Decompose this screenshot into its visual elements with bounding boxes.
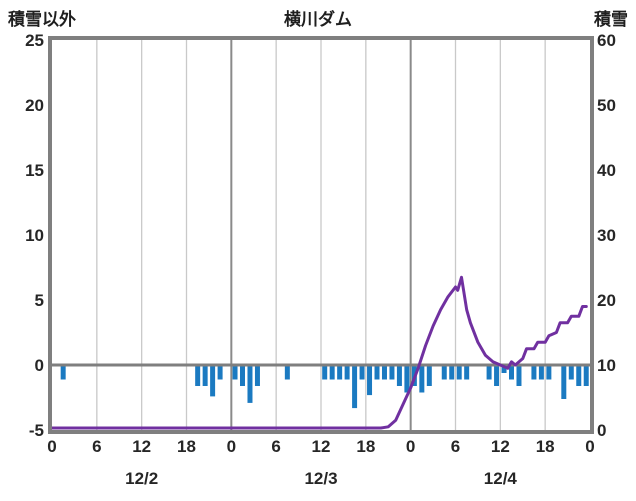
left-axis-title: 積雪以外	[8, 10, 76, 29]
date-label: 12/4	[483, 469, 517, 488]
precip-bar	[501, 366, 507, 373]
right-axis-tick: 30	[597, 226, 616, 245]
precip-bar	[344, 366, 350, 380]
left-axis-tick: 10	[25, 226, 44, 245]
hour-tick: 6	[92, 437, 102, 456]
hour-tick: 6	[450, 437, 461, 456]
precip-bar	[359, 366, 365, 380]
precip-bar	[381, 366, 387, 380]
precip-bar	[404, 366, 410, 393]
hour-tick: 12	[490, 437, 510, 456]
right-axis-tick: 50	[597, 96, 616, 115]
precip-bar	[210, 366, 216, 397]
precip-bar	[426, 366, 432, 386]
left-axis-tick: 25	[25, 31, 44, 50]
hour-tick: 0	[47, 437, 57, 456]
precip-bar	[337, 366, 343, 380]
hour-tick: 6	[271, 437, 281, 456]
precip-bar	[546, 366, 552, 380]
precip-bar	[247, 366, 253, 403]
precip-bar	[284, 366, 290, 380]
left-axis-tick: 5	[34, 291, 44, 310]
precip-bar	[352, 366, 358, 409]
precip-bar	[367, 366, 373, 396]
precip-bar	[232, 366, 238, 380]
precip-bar	[389, 366, 395, 380]
precip-bar	[60, 366, 66, 380]
precip-bar	[441, 366, 447, 380]
hour-tick: 12	[132, 437, 152, 456]
precip-bar	[240, 366, 246, 386]
left-axis-tick: 0	[34, 356, 44, 375]
right-axis-title: 積雪	[594, 10, 628, 29]
right-axis-tick: 60	[597, 31, 616, 50]
precip-bar	[419, 366, 425, 393]
precip-bar	[374, 366, 380, 380]
precip-bar	[322, 366, 328, 380]
precip-bar	[329, 366, 335, 380]
precip-bar	[396, 366, 402, 386]
precip-bar	[583, 366, 589, 386]
left-axis-tick: 15	[25, 161, 44, 180]
hour-tick: 0	[405, 437, 416, 456]
hour-tick: 12	[311, 437, 331, 456]
left-axis-tick: -5	[28, 421, 44, 440]
precip-bar	[576, 366, 582, 386]
hour-tick: 0	[226, 437, 237, 456]
right-axis-tick: 0	[597, 421, 607, 440]
right-axis-tick: 20	[597, 291, 616, 310]
precip-bar	[202, 366, 208, 386]
precip-bar	[568, 366, 574, 380]
date-label: 12/2	[125, 469, 159, 488]
date-label: 12/3	[304, 469, 338, 488]
precip-bar	[456, 366, 462, 380]
hour-tick: 18	[356, 437, 376, 456]
precip-bar	[516, 366, 522, 386]
precip-bar	[449, 366, 455, 380]
hour-tick: 18	[177, 437, 196, 456]
precip-bar	[464, 366, 470, 380]
precip-bar	[195, 366, 201, 386]
precip-bar	[509, 366, 515, 380]
precip-bar	[217, 366, 223, 380]
chart-title: 横川ダム	[284, 10, 352, 29]
right-axis-tick: 10	[597, 356, 616, 375]
precip-bar	[561, 366, 567, 399]
hour-tick: 18	[535, 437, 555, 456]
plot-frame	[48, 36, 594, 434]
precip-bar	[538, 366, 544, 380]
hour-tick: 0	[585, 437, 595, 456]
left-axis-tick: 20	[25, 96, 44, 115]
precip-bar	[531, 366, 537, 380]
precip-bar	[254, 366, 260, 386]
right-axis-tick: 40	[597, 161, 616, 180]
snow-depth-line	[50, 275, 588, 430]
precip-bar	[486, 366, 492, 380]
precip-bar	[494, 366, 500, 386]
